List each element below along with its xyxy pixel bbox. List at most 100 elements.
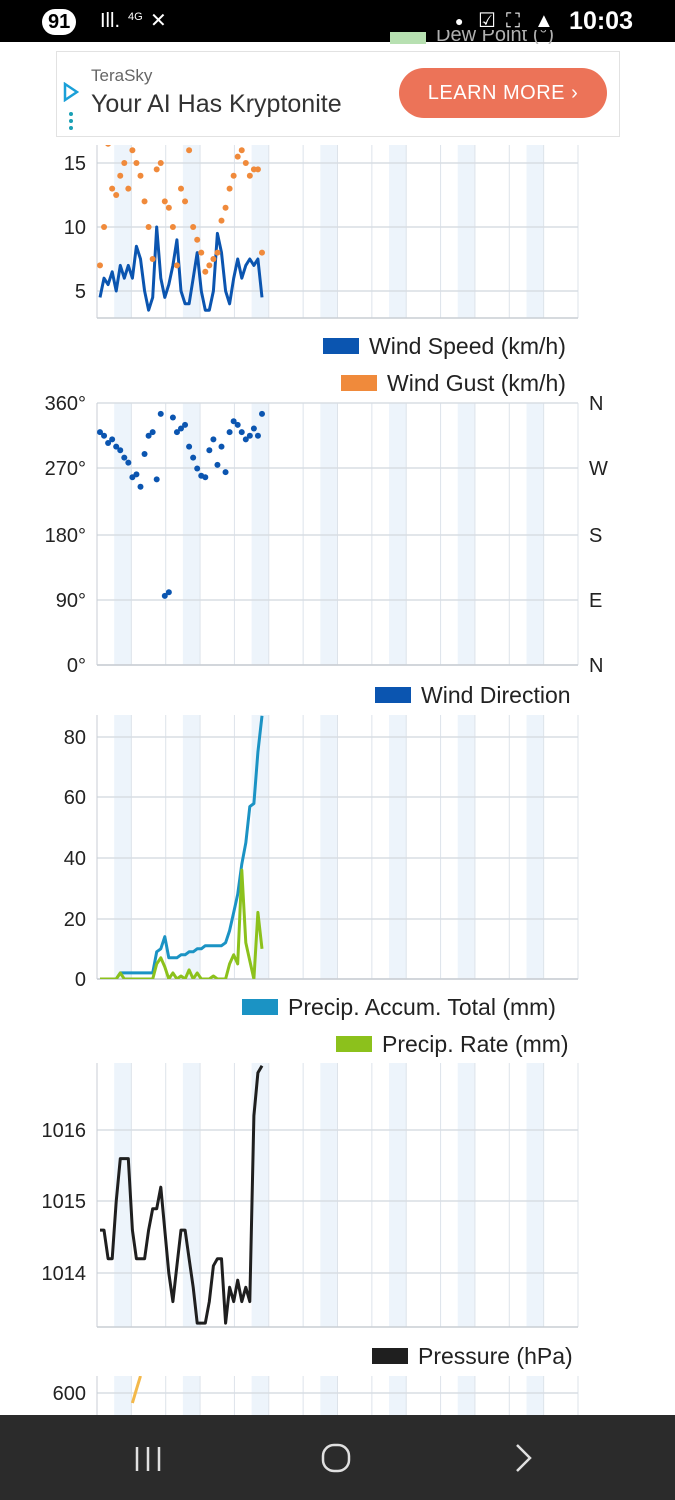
wind-direction-chart: 360° 270° 180° 90° 0° N W S E N <box>45 393 608 677</box>
grid-band <box>526 1063 544 1327</box>
y-tick-label-right: S <box>589 525 602 547</box>
data-point <box>145 432 152 439</box>
legend-wind-speed: Wind Speed (km/h) <box>323 333 566 361</box>
data-point <box>101 432 108 439</box>
y-tick-label-right: N <box>589 393 603 415</box>
grid-band <box>114 715 132 979</box>
data-point <box>173 429 180 436</box>
grid-band <box>251 1376 269 1420</box>
data-point <box>141 198 148 205</box>
dew-point-legend: Dew Point (°) <box>390 30 610 44</box>
legend-label: Pressure (hPa) <box>418 1343 573 1369</box>
grid-band <box>320 715 338 979</box>
y-tick-label: 1016 <box>42 1120 87 1142</box>
plot-area <box>130 1376 142 1404</box>
y-tick-label: 20 <box>64 909 86 931</box>
data-point <box>259 249 265 256</box>
learn-more-button[interactable]: LEARN MORE › <box>399 68 607 118</box>
ad-options-icon[interactable] <box>69 112 74 133</box>
data-point <box>182 198 189 205</box>
grid-band <box>114 1063 132 1327</box>
data-point <box>178 425 184 432</box>
y-tick-label: 270° <box>45 458 86 480</box>
data-point <box>153 476 160 483</box>
data-point <box>133 160 140 166</box>
data-point <box>137 172 144 179</box>
screenshot-icon: ⛶ <box>506 10 520 32</box>
data-point <box>206 262 213 269</box>
data-point <box>165 204 172 211</box>
data-point <box>109 185 116 192</box>
grid-band <box>182 403 201 665</box>
mute-icon: ✕ <box>150 10 167 32</box>
data-point <box>226 185 233 192</box>
series-line <box>130 1376 142 1404</box>
data-point <box>210 256 217 262</box>
data-point <box>97 262 103 269</box>
data-point <box>254 432 261 439</box>
data-point <box>242 160 249 166</box>
data-point <box>218 443 225 450</box>
ad-title[interactable]: Your AI Has Kryptonite <box>91 90 342 118</box>
data-point <box>222 204 229 211</box>
grid-band <box>251 1063 269 1327</box>
data-point <box>259 410 265 417</box>
data-point <box>234 421 241 428</box>
data-point <box>125 459 132 466</box>
legend-label: Wind Gust (km/h) <box>387 370 566 396</box>
data-point <box>121 160 128 166</box>
grid-band <box>457 1063 475 1327</box>
data-point <box>186 147 193 154</box>
data-point <box>149 256 156 262</box>
y-tick-label: 600 <box>53 1383 86 1405</box>
y-tick-label: 5 <box>75 281 86 303</box>
data-point <box>178 185 184 192</box>
grid-band <box>389 403 407 665</box>
data-point <box>238 147 245 154</box>
data-point <box>113 443 120 450</box>
data-point <box>190 224 197 230</box>
data-point <box>222 469 229 476</box>
data-point <box>141 450 148 457</box>
y-tick-label: 80 <box>64 727 86 749</box>
data-point <box>173 262 180 269</box>
back-button[interactable] <box>494 1437 554 1479</box>
data-point <box>210 436 217 443</box>
data-point <box>165 589 172 596</box>
data-point <box>145 224 152 230</box>
data-point <box>198 249 205 256</box>
data-point <box>214 461 221 468</box>
data-point <box>206 447 213 454</box>
home-icon <box>321 1443 351 1473</box>
grid-band <box>182 1063 201 1327</box>
home-button[interactable] <box>306 1437 366 1479</box>
legend-pressure: Pressure (hPa) <box>372 1343 573 1371</box>
grid-band <box>526 715 544 979</box>
ad-banner[interactable]: TeraSky Your AI Has Kryptonite LEARN MOR… <box>56 51 620 137</box>
recent-apps-icon <box>135 1447 161 1471</box>
grid-band <box>526 403 544 665</box>
series-line <box>100 1064 264 1325</box>
y-tick-label: 0 <box>75 969 86 991</box>
series-line <box>100 868 264 979</box>
battery-indicator: 91 <box>42 9 77 35</box>
data-point <box>149 429 156 436</box>
legend-wind-direction: Wind Direction <box>375 682 571 710</box>
legend-swatch <box>242 998 278 1015</box>
data-point <box>242 436 249 443</box>
data-point <box>238 429 245 436</box>
data-point <box>202 268 209 275</box>
legend-label: Wind Speed (km/h) <box>369 333 566 359</box>
data-point <box>194 465 201 472</box>
y-tick-label: 1014 <box>42 1263 87 1285</box>
legend-label: Precip. Rate (mm) <box>382 1031 569 1057</box>
data-point <box>169 224 176 230</box>
data-point <box>246 432 253 439</box>
back-chevron-icon <box>516 1444 532 1472</box>
legend-label: Wind Direction <box>421 682 571 708</box>
plot-area <box>97 410 265 599</box>
data-point <box>182 421 189 428</box>
ad-play-icon[interactable] <box>63 82 79 102</box>
recent-apps-button[interactable] <box>118 1437 178 1479</box>
grid-band <box>457 403 475 665</box>
